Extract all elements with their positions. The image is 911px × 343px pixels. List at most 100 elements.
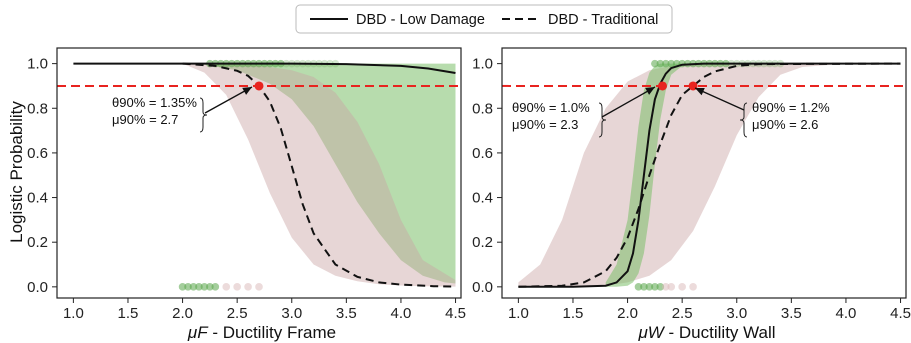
annotation-brace (598, 102, 607, 138)
y-tick: 0.2 (27, 234, 57, 251)
marker-90pct (254, 81, 264, 91)
band-traditional (518, 63, 846, 287)
y-tick-label: 0.8 (472, 100, 493, 117)
data-point-bottom (222, 283, 231, 291)
annotation-arrowhead (242, 87, 252, 95)
annotation-text: θ90% = 1.2% (752, 100, 830, 115)
x-tick: 1.0 (63, 298, 84, 322)
x-tick-label: 3.0 (726, 305, 747, 322)
x-tick-label: 4.5 (445, 305, 466, 322)
y-tick-label: 1.0 (472, 56, 493, 73)
data-point-bottom (634, 283, 643, 291)
data-point-bottom (661, 283, 670, 291)
y-tick: 1.0 (27, 56, 57, 73)
data-point-bottom (195, 283, 203, 291)
annotation-text: μ90% = 2.6 (752, 117, 818, 132)
x-tick-label: 1.0 (508, 305, 529, 322)
data-point-bottom (233, 283, 241, 291)
annotation-arrowhead (695, 88, 705, 96)
curve-low-damage (73, 62, 456, 74)
data-point-bottom (189, 283, 198, 291)
annotation-text: μ90% = 2.3 (512, 117, 578, 132)
x-tick: 2.0 (172, 298, 193, 322)
x-tick-label: 2.0 (617, 305, 638, 322)
x-tick-label: 4.0 (391, 305, 412, 322)
data-point-top (651, 59, 659, 68)
x-tick-label: 1.5 (118, 305, 139, 322)
x-tick: 2.5 (672, 298, 693, 322)
x-tick-label: 4.0 (836, 305, 857, 322)
y-tick: 0.6 (27, 145, 57, 162)
x-tick: 4.5 (890, 298, 911, 322)
x-tick: 2.5 (227, 298, 248, 322)
x-tick-label: 4.5 (890, 305, 911, 322)
data-point-bottom (255, 283, 263, 291)
x-tick: 3.0 (726, 298, 747, 322)
data-point-bottom (211, 283, 220, 291)
y-tick: 0.4 (27, 190, 57, 207)
panel-frame: 1.0 1.5 2.0 2.5 3.0 3.5 4.0 4.5 0.0 0.2 0.4 0.6 0.8 1… (27, 47, 466, 322)
annotation-arrowhead (645, 87, 655, 95)
x-tick: 3.0 (281, 298, 302, 322)
marker-90pct (658, 81, 668, 91)
y-tick-label: 0.4 (472, 190, 493, 207)
annotation-text: θ90% = 1.0% (512, 100, 590, 115)
band-traditional (182, 63, 456, 287)
data-point-top (661, 59, 670, 68)
x-axis-label-wall: μW - Ductility Wall (637, 323, 775, 342)
x-tick: 4.0 (836, 298, 857, 322)
y-tick-label: 0.4 (27, 190, 48, 207)
x-tick: 2.0 (617, 298, 638, 322)
legend: DBD - Low Damage DBD - Traditional (295, 4, 673, 34)
annotation-brace (199, 97, 208, 133)
annotation: θ90% = 1.0% μ90% = 2.3 (512, 86, 656, 138)
y-tick-label: 0.2 (472, 234, 493, 251)
data-point-bottom (184, 283, 192, 291)
y-tick: 0.8 (472, 100, 502, 117)
plot-area (502, 59, 906, 291)
x-tick-label: 2.5 (672, 305, 693, 322)
legend-label-low-damage: DBD - Low Damage (356, 12, 485, 28)
y-tick-label: 0.2 (27, 234, 48, 251)
axes-frame (501, 47, 907, 299)
y-tick: 0.2 (472, 234, 502, 251)
y-axis-label: Logistic Probability (7, 101, 26, 243)
y-tick: 0.0 (27, 279, 57, 296)
x-tick-label: 1.5 (563, 305, 584, 322)
data-point-bottom (645, 283, 654, 291)
y-tick-label: 0.6 (27, 145, 48, 162)
y-tick-label: 0.8 (27, 100, 48, 117)
data-point-bottom (640, 283, 648, 291)
x-tick-label: 2.5 (227, 305, 248, 322)
data-point-top (656, 59, 665, 68)
data-point-bottom (651, 283, 659, 291)
data-point-top (667, 59, 676, 68)
data-point-bottom (244, 283, 252, 291)
x-tick: 1.0 (508, 298, 529, 322)
x-tick-label: 3.5 (781, 305, 802, 322)
x-tick-label: 3.5 (336, 305, 357, 322)
panel-wall: 1.0 1.5 2.0 2.5 3.0 3.5 4.0 4.5 0.0 0.2 0.4 0.6 0.8 1… (472, 47, 911, 322)
x-tick-label: 1.0 (63, 305, 84, 322)
y-tick-label: 0.0 (472, 279, 493, 296)
y-tick-label: 0.0 (27, 279, 48, 296)
y-tick-label: 1.0 (27, 56, 48, 73)
data-point-bottom (667, 283, 676, 291)
annotation: θ90% = 1.35% μ90% = 2.7 (112, 86, 253, 133)
legend-label-traditional: DBD - Traditional (548, 12, 658, 28)
plot-area (57, 59, 461, 291)
x-tick: 4.0 (391, 298, 412, 322)
data-point-bottom (206, 283, 214, 291)
annotation-text: μ90% = 2.7 (112, 112, 178, 127)
y-tick: 0.8 (27, 100, 57, 117)
axes-frame (56, 47, 462, 299)
x-tick-label: 2.0 (172, 305, 193, 322)
curve-traditional (182, 62, 456, 288)
annotation-text: θ90% = 1.35% (112, 95, 197, 110)
data-point-bottom (178, 283, 187, 291)
data-point-bottom (678, 283, 686, 291)
annotation-brace (739, 102, 748, 138)
data-point-bottom (200, 283, 209, 291)
x-tick-label: 3.0 (281, 305, 302, 322)
